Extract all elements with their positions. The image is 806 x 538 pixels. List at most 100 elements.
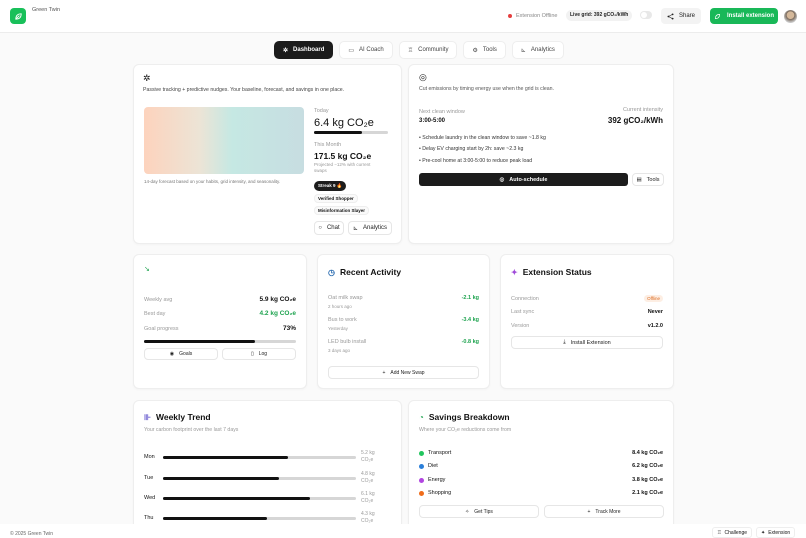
energy-dot-icon	[419, 477, 424, 483]
today-progress-fill	[314, 131, 363, 134]
today-progress-bar	[314, 131, 388, 134]
tip-item: • Delay EV charging start by 2h: save ~2…	[419, 146, 524, 152]
trend-row: Mon 5.2 kg CO₂e	[144, 450, 375, 463]
clipboard-icon: ▯	[250, 351, 254, 357]
install-extension-label: Install extension	[726, 13, 774, 19]
best-day-row: Best day 4.2 kg CO₂e	[144, 310, 296, 317]
activity-item[interactable]: Oat milk swap -2.1 kg 2 hours ago	[328, 295, 479, 309]
intensity-value: 392 gCO₂/kWh	[607, 116, 663, 125]
recent-activity-title: ◷ Recent Activity	[328, 267, 402, 277]
month-label: This Month	[314, 142, 342, 148]
app-header: Green Twin Extension Offline Live grid: …	[0, 0, 806, 33]
theme-toggle[interactable]	[640, 11, 652, 19]
leaf-logo-icon	[10, 8, 26, 24]
trophy-icon: ♖	[407, 47, 414, 54]
overview-subtitle: Passive tracking + predictive nudges. Yo…	[143, 87, 345, 93]
extension-status-card: ✦ Extension Status Connection Offline La…	[500, 254, 674, 389]
connection-row: Connection Offline	[511, 295, 663, 302]
transport-dot-icon	[419, 450, 424, 456]
version-row: Version v1.2.0	[511, 323, 663, 329]
trophy-icon: ♖	[717, 529, 722, 536]
analytics-button[interactable]: ⊾ Analytics	[348, 221, 392, 235]
extension-status: Extension Offline	[508, 13, 557, 19]
sparkles-icon: ✲	[143, 73, 151, 83]
clock-icon: ◷	[328, 267, 335, 277]
calendar-icon: ▤	[636, 176, 642, 183]
recent-activity-card: ◷ Recent Activity Oat milk swap -2.1 kg 2…	[317, 254, 490, 389]
add-new-swap-button[interactable]: + Add New Swap	[328, 366, 479, 379]
weekly-avg-row: Weekly avg 5.9 kg CO₂e	[144, 296, 296, 303]
puzzle-icon: ✦	[761, 529, 766, 536]
sparkles-icon: ✲	[283, 47, 289, 54]
offline-badge: Offline	[644, 295, 663, 302]
last-sync-row: Last sync Never	[511, 309, 663, 315]
trend-row: Tue 4.8 kg CO₂e	[144, 471, 375, 484]
download-icon: ⤓	[563, 339, 566, 345]
share-button[interactable]: Share	[661, 8, 701, 24]
savings-subtitle: Where your CO₂e reductions come from	[419, 427, 512, 433]
app-title: Green Twin	[32, 7, 61, 13]
share-label: Share	[678, 13, 695, 19]
status-dot-icon	[508, 14, 512, 18]
today-value: 6.4 kg CO₂e	[314, 117, 374, 129]
activity-item[interactable]: LED bulb install -0.8 kg 3 days ago	[328, 339, 479, 353]
challenge-button[interactable]: ♖ Challenge	[712, 527, 753, 538]
live-grid-badge: Live grid: 392 gCO₂/kWh	[566, 10, 633, 21]
track-more-button[interactable]: + Track More	[544, 505, 664, 518]
get-tips-button[interactable]: ✧ Get Tips	[419, 505, 539, 518]
forecast-caption: 14-day forecast based on your habits, gr…	[144, 179, 281, 184]
pie-chart-icon: ◔	[419, 412, 424, 422]
tab-community[interactable]: ♖ Community	[398, 41, 458, 59]
overview-card: ✲ Passive tracking + predictive nudges. …	[133, 64, 402, 244]
extension-status-label: Extension Offline	[516, 13, 558, 19]
tab-ai-coach[interactable]: ▭ AI Coach	[339, 41, 393, 59]
install-extension-card-button[interactable]: ⤓ Install Extension	[511, 336, 663, 349]
activity-item[interactable]: Bus to work -3.4 kg Yesterday	[328, 317, 479, 331]
grid-subtitle: Cut emissions by timing energy use when …	[419, 86, 554, 92]
leaf-icon	[715, 13, 720, 19]
footer: © 2025 Green Twin ♖ Challenge ✦ Extensio…	[0, 524, 806, 538]
savings-breakdown-card: ◔ Savings Breakdown Where your CO₂e redu…	[408, 400, 674, 538]
target-icon: ◎	[499, 176, 505, 183]
badges-list: Streak 9 🔥 Verified Shopper Misinformati…	[314, 181, 394, 218]
goal-progress-fill	[144, 340, 255, 343]
tip-item: • Schedule laundry in the clean window t…	[419, 135, 546, 141]
extension-footer-button[interactable]: ✦ Extension	[756, 527, 796, 538]
month-note: Projected −12% with current swaps	[314, 162, 371, 173]
auto-schedule-button[interactable]: ◎ Auto-schedule	[419, 173, 628, 186]
window-label: Next clean window	[419, 109, 465, 115]
savings-item-shopping: Shopping 2.1 kg CO₂e	[419, 490, 663, 496]
install-extension-button[interactable]: Install extension	[710, 8, 778, 24]
chat-icon: ▭	[348, 47, 355, 54]
user-avatar[interactable]	[784, 10, 797, 23]
sparkle-icon: ✧	[465, 508, 470, 515]
chat-icon: ○	[318, 225, 322, 231]
bar-chart-icon: ⊪	[144, 412, 151, 422]
share-icon	[667, 12, 674, 20]
savings-breakdown-title: ◔ Savings Breakdown	[419, 412, 510, 422]
misinformation-slayer-badge: Misinformation Slayer	[314, 206, 370, 215]
main-tabs: ✲ Dashboard ▭ AI Coach ♖ Community ⚙ Too…	[274, 41, 564, 59]
goals-button[interactable]: ◉ Goals	[144, 348, 218, 360]
weekly-trend-card: ⊪ Weekly Trend Your carbon footprint ove…	[133, 400, 402, 538]
trend-row: Wed 6.1 kg CO₂e	[144, 491, 375, 504]
tools-button[interactable]: ▤ Tools	[632, 173, 664, 186]
chat-button[interactable]: ○ Chat	[314, 221, 344, 235]
trending-down-icon: ↘	[144, 266, 150, 273]
tab-dashboard[interactable]: ✲ Dashboard	[274, 41, 334, 59]
window-value: 3:00-5:00	[419, 118, 446, 124]
weekly-trend-subtitle: Your carbon footprint over the last 7 da…	[144, 427, 239, 433]
diet-dot-icon	[419, 463, 424, 469]
tab-tools[interactable]: ⚙ Tools	[463, 41, 506, 59]
tab-analytics[interactable]: ⊾ Analytics	[511, 41, 564, 59]
extension-status-title: ✦ Extension Status	[511, 267, 592, 277]
tip-item: • Pre-cool home at 3:00-5:00 to reduce p…	[419, 158, 533, 164]
month-value: 171.5 kg CO₂e	[314, 151, 372, 161]
savings-item-diet: Diet 6.2 kg CO₂e	[419, 463, 663, 469]
target-icon: ◉	[169, 351, 175, 357]
chart-icon: ⊾	[352, 225, 358, 232]
today-label: Today	[314, 108, 329, 114]
savings-item-energy: Energy 3.8 kg CO₂e	[419, 477, 663, 483]
forecast-chart	[144, 107, 304, 174]
log-button[interactable]: ▯ Log	[222, 348, 296, 360]
